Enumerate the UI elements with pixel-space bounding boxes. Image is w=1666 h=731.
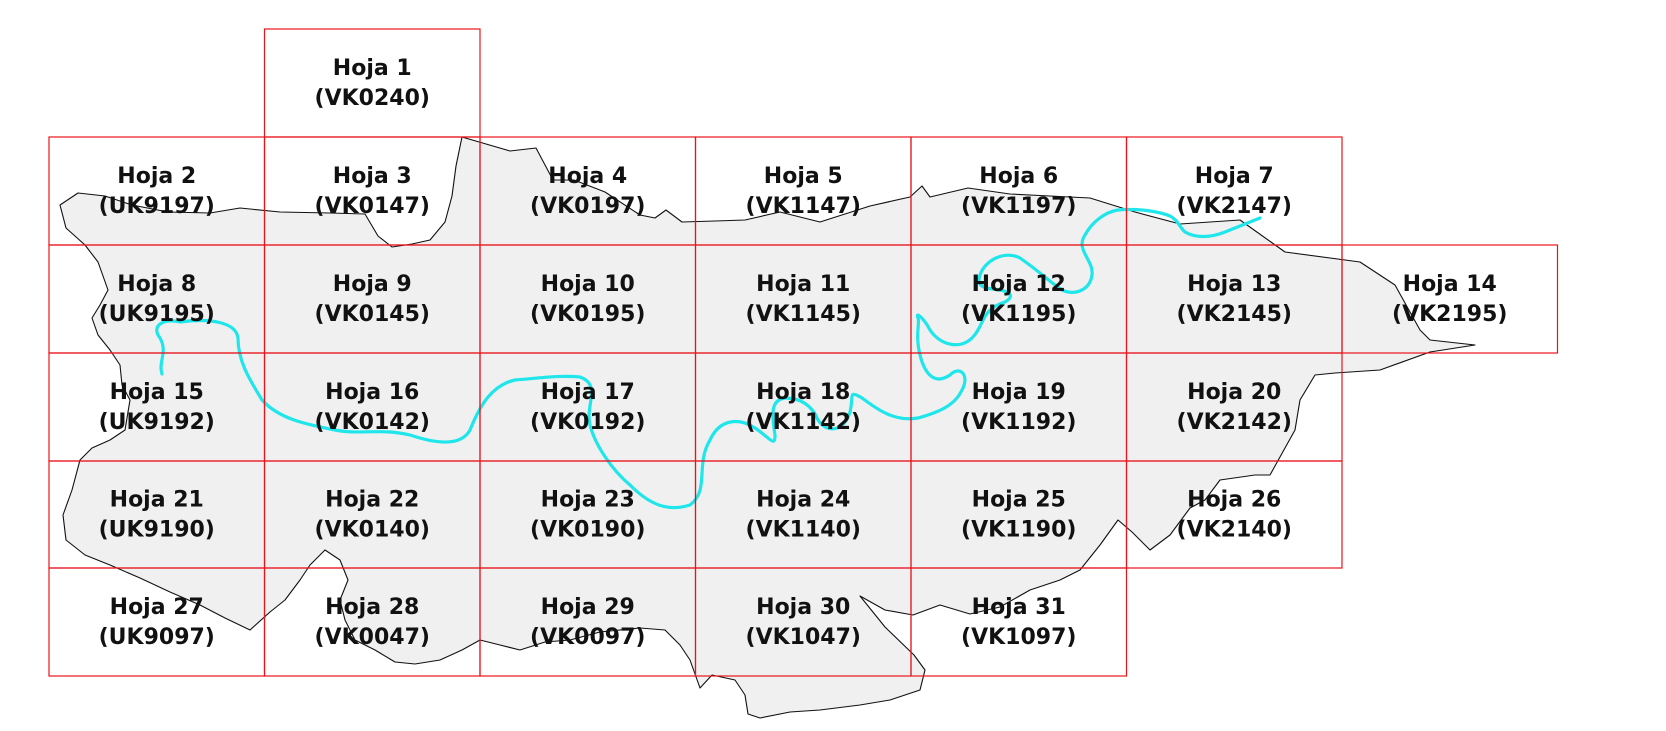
sheet-cell-1[interactable] <box>263 28 481 138</box>
sheet-name-label: Hoja 20 <box>1187 380 1281 405</box>
sheet-name-label: Hoja 31 <box>972 595 1066 620</box>
sheet-name-label: Hoja 2 <box>117 164 196 189</box>
sheet-name-label: Hoja 17 <box>541 380 635 405</box>
sheet-name-label: Hoja 27 <box>110 595 204 620</box>
sheet-code-label: (VK0142) <box>315 410 430 435</box>
sheet-code-label: (VK2147) <box>1177 194 1292 219</box>
sheet-code-label: (VK0047) <box>315 625 430 650</box>
sheet-code-label: (VK0240) <box>315 86 430 111</box>
sheet-name-label: Hoja 6 <box>979 164 1058 189</box>
sheet-code-label: (VK1097) <box>961 625 1076 650</box>
sheet-code-label: (VK1145) <box>746 302 861 327</box>
sheet-name-label: Hoja 24 <box>756 488 850 513</box>
sheet-code-label: (VK0192) <box>530 410 645 435</box>
sheet-code-label: (VK0197) <box>530 194 645 219</box>
sheet-name-label: Hoja 16 <box>325 380 419 405</box>
sheet-name-label: Hoja 4 <box>548 164 627 189</box>
sheet-name-label: Hoja 18 <box>756 380 850 405</box>
sheet-name-label: Hoja 23 <box>541 488 635 513</box>
sheet-code-label: (VK0140) <box>315 518 430 543</box>
sheet-code-label: (VK0190) <box>530 518 645 543</box>
sheet-labels: Hoja 1 (VK0240) Hoja 2 (UK9197) Hoja 3 (VK014… <box>99 56 1508 650</box>
sheet-code-label: (VK0195) <box>530 302 645 327</box>
sheet-code-label: (VK1190) <box>961 518 1076 543</box>
sheet-name-label: Hoja 28 <box>325 595 419 620</box>
sheet-name-label: Hoja 22 <box>325 488 419 513</box>
sheet-code-label: (VK0147) <box>315 194 430 219</box>
sheet-code-label: (VK1047) <box>746 625 861 650</box>
sheet-cell-14[interactable] <box>1341 244 1559 354</box>
sheet-code-label: (VK2140) <box>1177 518 1292 543</box>
sheet-grid <box>48 28 1559 677</box>
sheet-code-label: (VK0145) <box>315 302 430 327</box>
sheet-code-label: (UK9192) <box>99 410 215 435</box>
sheet-name-label: Hoja 14 <box>1403 272 1497 297</box>
sheet-code-label: (VK1197) <box>961 194 1076 219</box>
sheet-code-label: (VK1192) <box>961 410 1076 435</box>
sheet-name-label: Hoja 5 <box>764 164 843 189</box>
sheet-cell-31[interactable] <box>910 567 1128 677</box>
territory-area <box>59 136 1476 719</box>
sheet-name-label: Hoja 30 <box>756 595 850 620</box>
sheet-code-label: (VK1147) <box>746 194 861 219</box>
sheet-code-label: (VK0097) <box>530 625 645 650</box>
sheet-name-label: Hoja 3 <box>333 164 412 189</box>
sheet-name-label: Hoja 9 <box>333 272 412 297</box>
sheet-name-label: Hoja 26 <box>1187 488 1281 513</box>
sheet-code-label: (VK1195) <box>961 302 1076 327</box>
sheet-code-label: (VK1140) <box>746 518 861 543</box>
sheet-code-label: (VK2142) <box>1177 410 1292 435</box>
sheet-code-label: (UK9195) <box>99 302 215 327</box>
sheet-name-label: Hoja 8 <box>117 272 196 297</box>
sheet-cell-26[interactable] <box>1125 460 1343 569</box>
sheet-code-label: (VK2195) <box>1392 302 1507 327</box>
sheet-name-label: Hoja 7 <box>1195 164 1274 189</box>
sheet-name-label: Hoja 13 <box>1187 272 1281 297</box>
sheet-code-label: (VK1142) <box>746 410 861 435</box>
sheet-code-label: (UK9097) <box>99 625 215 650</box>
sheet-name-label: Hoja 15 <box>110 380 204 405</box>
sheet-name-label: Hoja 25 <box>972 488 1066 513</box>
sheet-name-label: Hoja 29 <box>541 595 635 620</box>
sheet-code-label: (UK9197) <box>99 194 215 219</box>
sheet-name-label: Hoja 10 <box>541 272 635 297</box>
sheet-name-label: Hoja 11 <box>756 272 850 297</box>
sheet-name-label: Hoja 12 <box>972 272 1066 297</box>
sheet-name-label: Hoja 1 <box>333 56 412 81</box>
sheet-code-label: (UK9190) <box>99 518 215 543</box>
river <box>155 207 1262 510</box>
sheet-code-label: (VK2145) <box>1177 302 1292 327</box>
sheet-name-label: Hoja 19 <box>972 380 1066 405</box>
sheet-name-label: Hoja 21 <box>110 488 204 513</box>
